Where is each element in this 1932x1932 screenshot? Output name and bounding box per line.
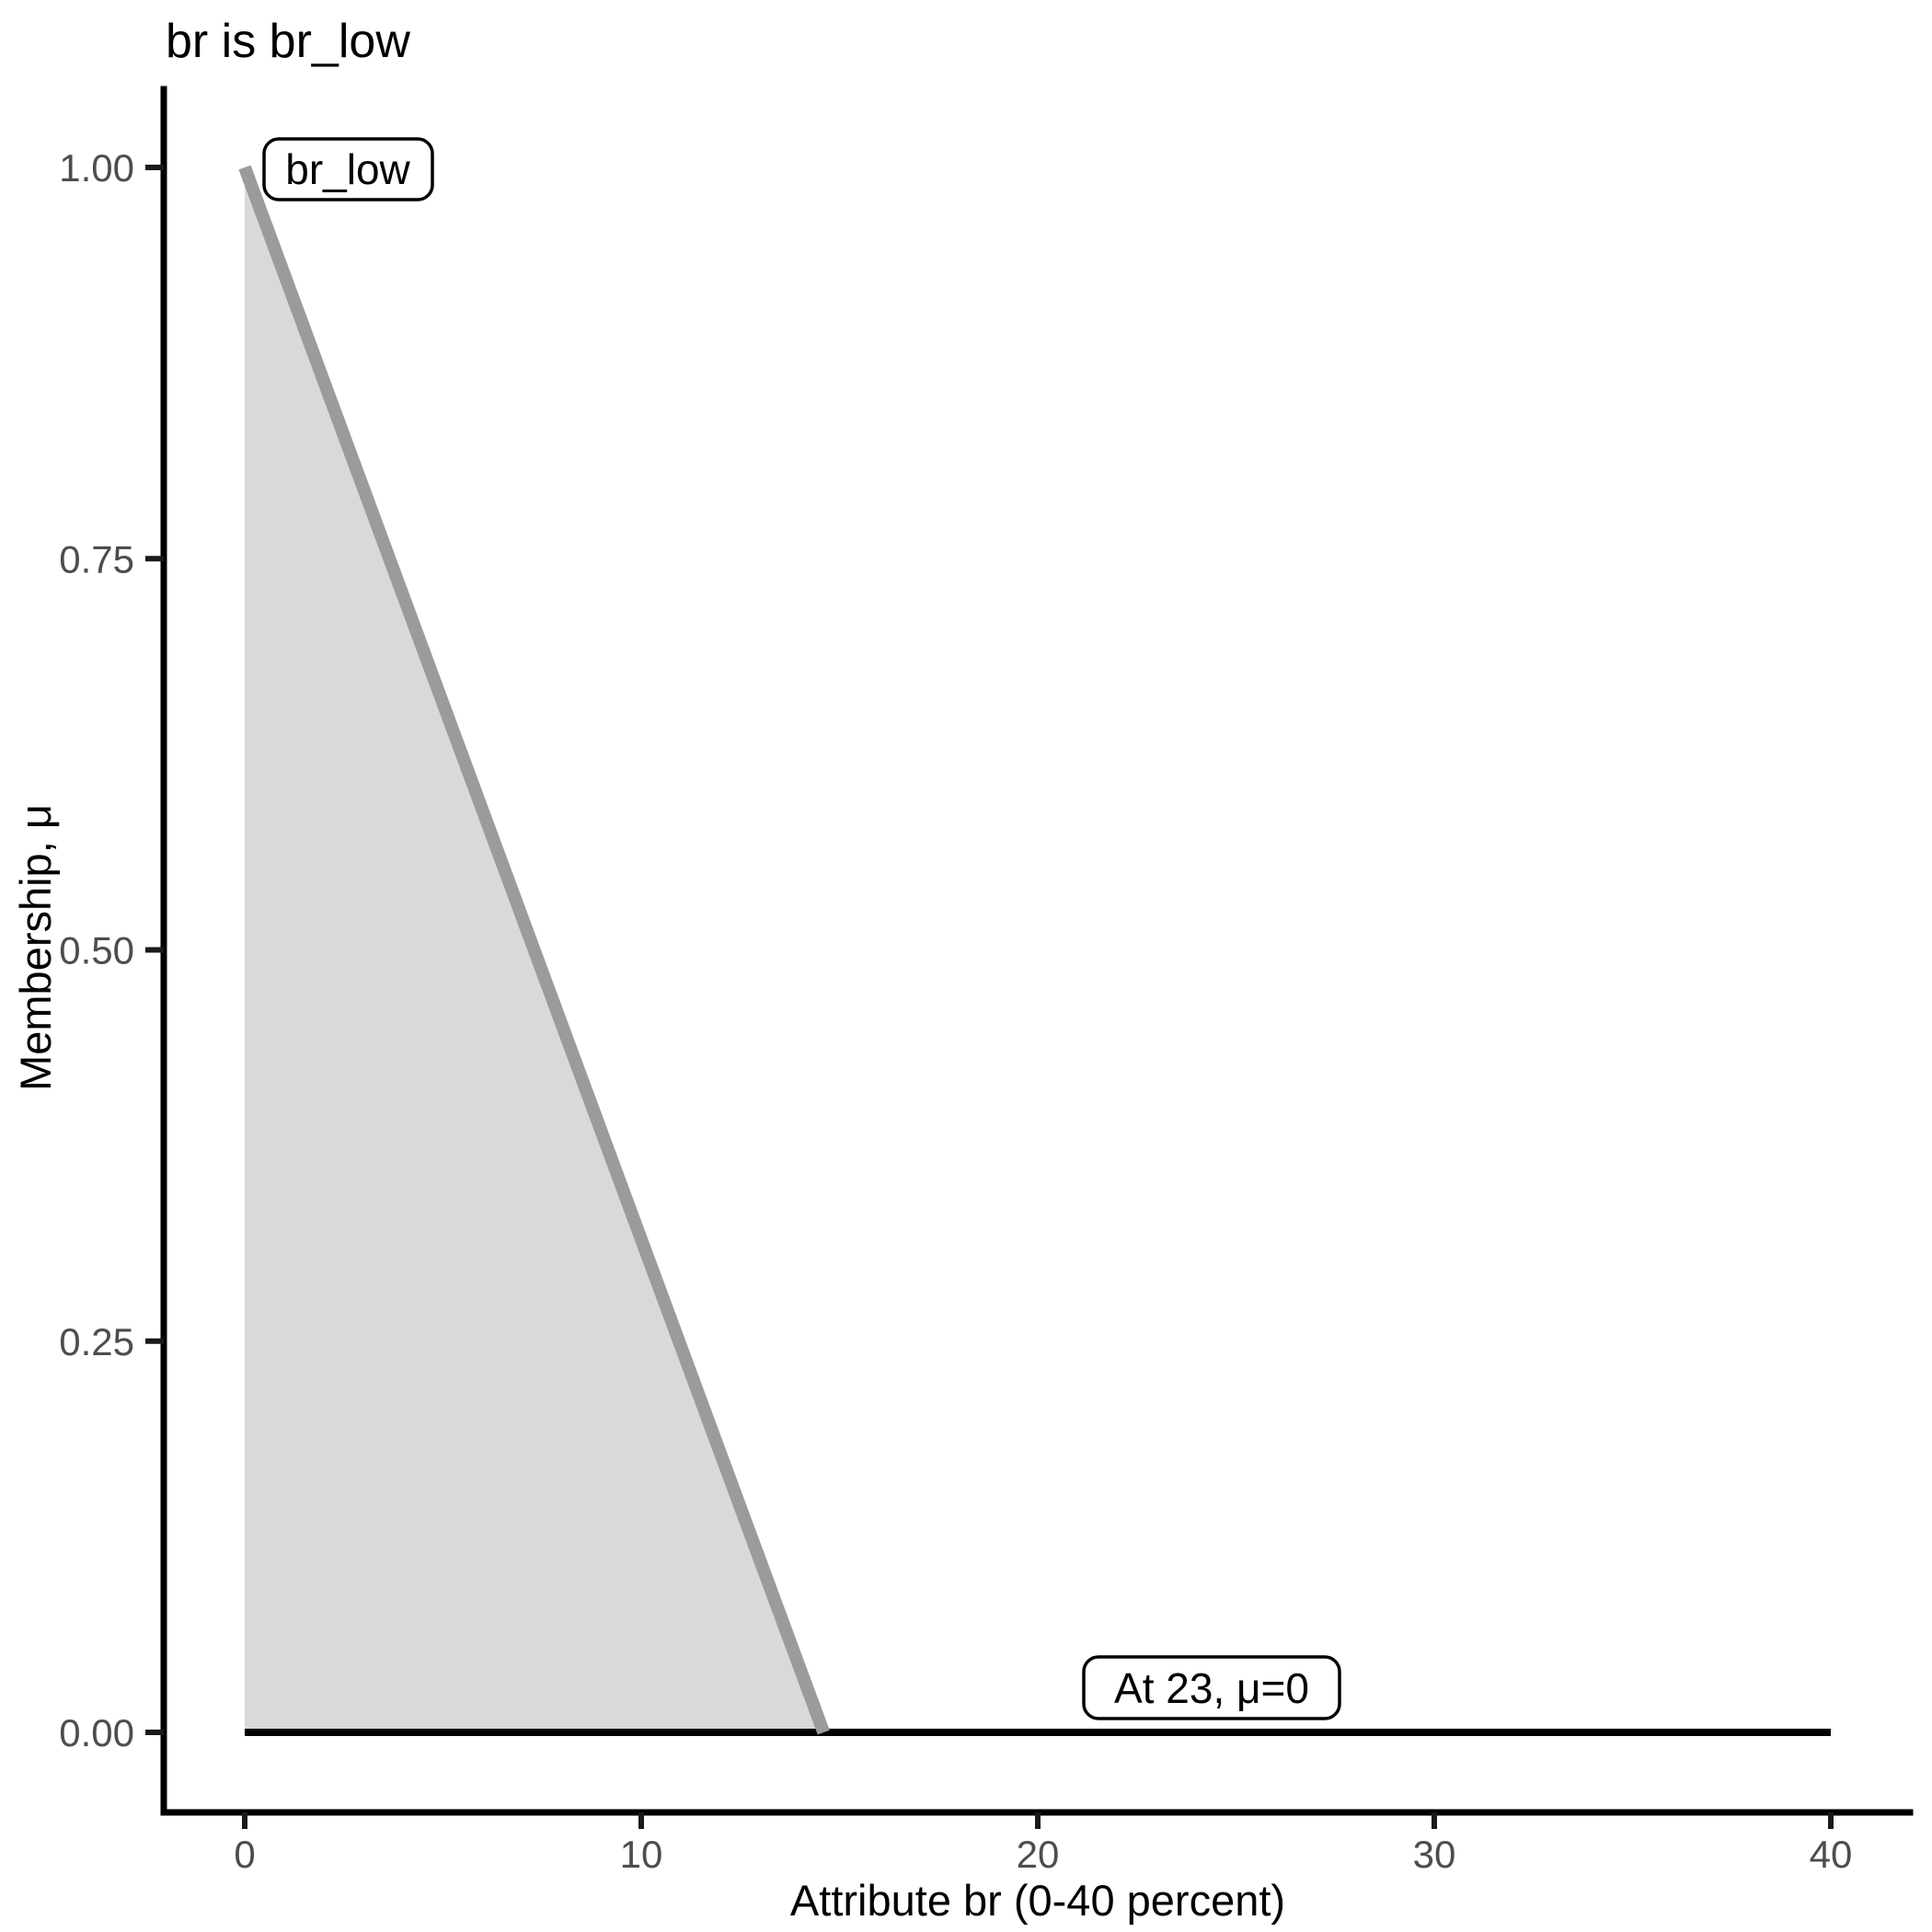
y-tick-label: 0.75	[59, 537, 134, 581]
x-axis-title: Attribute br (0-40 percent)	[790, 1876, 1285, 1925]
y-axis: 0.00 0.25 0.50 0.75 1.00	[59, 86, 167, 1816]
y-axis-title: Membership, μ	[11, 804, 60, 1091]
y-tick-label: 0.25	[59, 1320, 134, 1363]
x-tick-label: 10	[620, 1833, 663, 1876]
annotation-br-low: br_low	[262, 137, 434, 201]
page-title: br is br_low	[166, 15, 410, 68]
y-tick-label: 1.00	[59, 146, 134, 190]
y-ticks: 0.00 0.25 0.50 0.75 1.00	[59, 146, 164, 1754]
annotation-at-23: At 23, μ=0	[1082, 1655, 1341, 1720]
y-tick-label: 0.00	[59, 1711, 134, 1754]
br-low-label-box	[262, 137, 434, 201]
x-axis: 0 10 20 30 40	[160, 1809, 1914, 1876]
x-ticks: 0 10 20 30 40	[234, 1812, 1852, 1876]
y-tick-label: 0.50	[59, 929, 134, 972]
membership-line	[238, 165, 830, 1735]
br-low-label: br_low	[285, 145, 410, 193]
x-tick-label: 40	[1810, 1833, 1853, 1876]
x-tick-label: 30	[1413, 1833, 1456, 1876]
plot-area	[238, 165, 1831, 1736]
x-tick-label: 20	[1017, 1833, 1060, 1876]
at-23-label: At 23, μ=0	[1114, 1664, 1309, 1712]
x-tick-label: 0	[234, 1833, 255, 1876]
at-23-label-box	[1082, 1655, 1341, 1720]
